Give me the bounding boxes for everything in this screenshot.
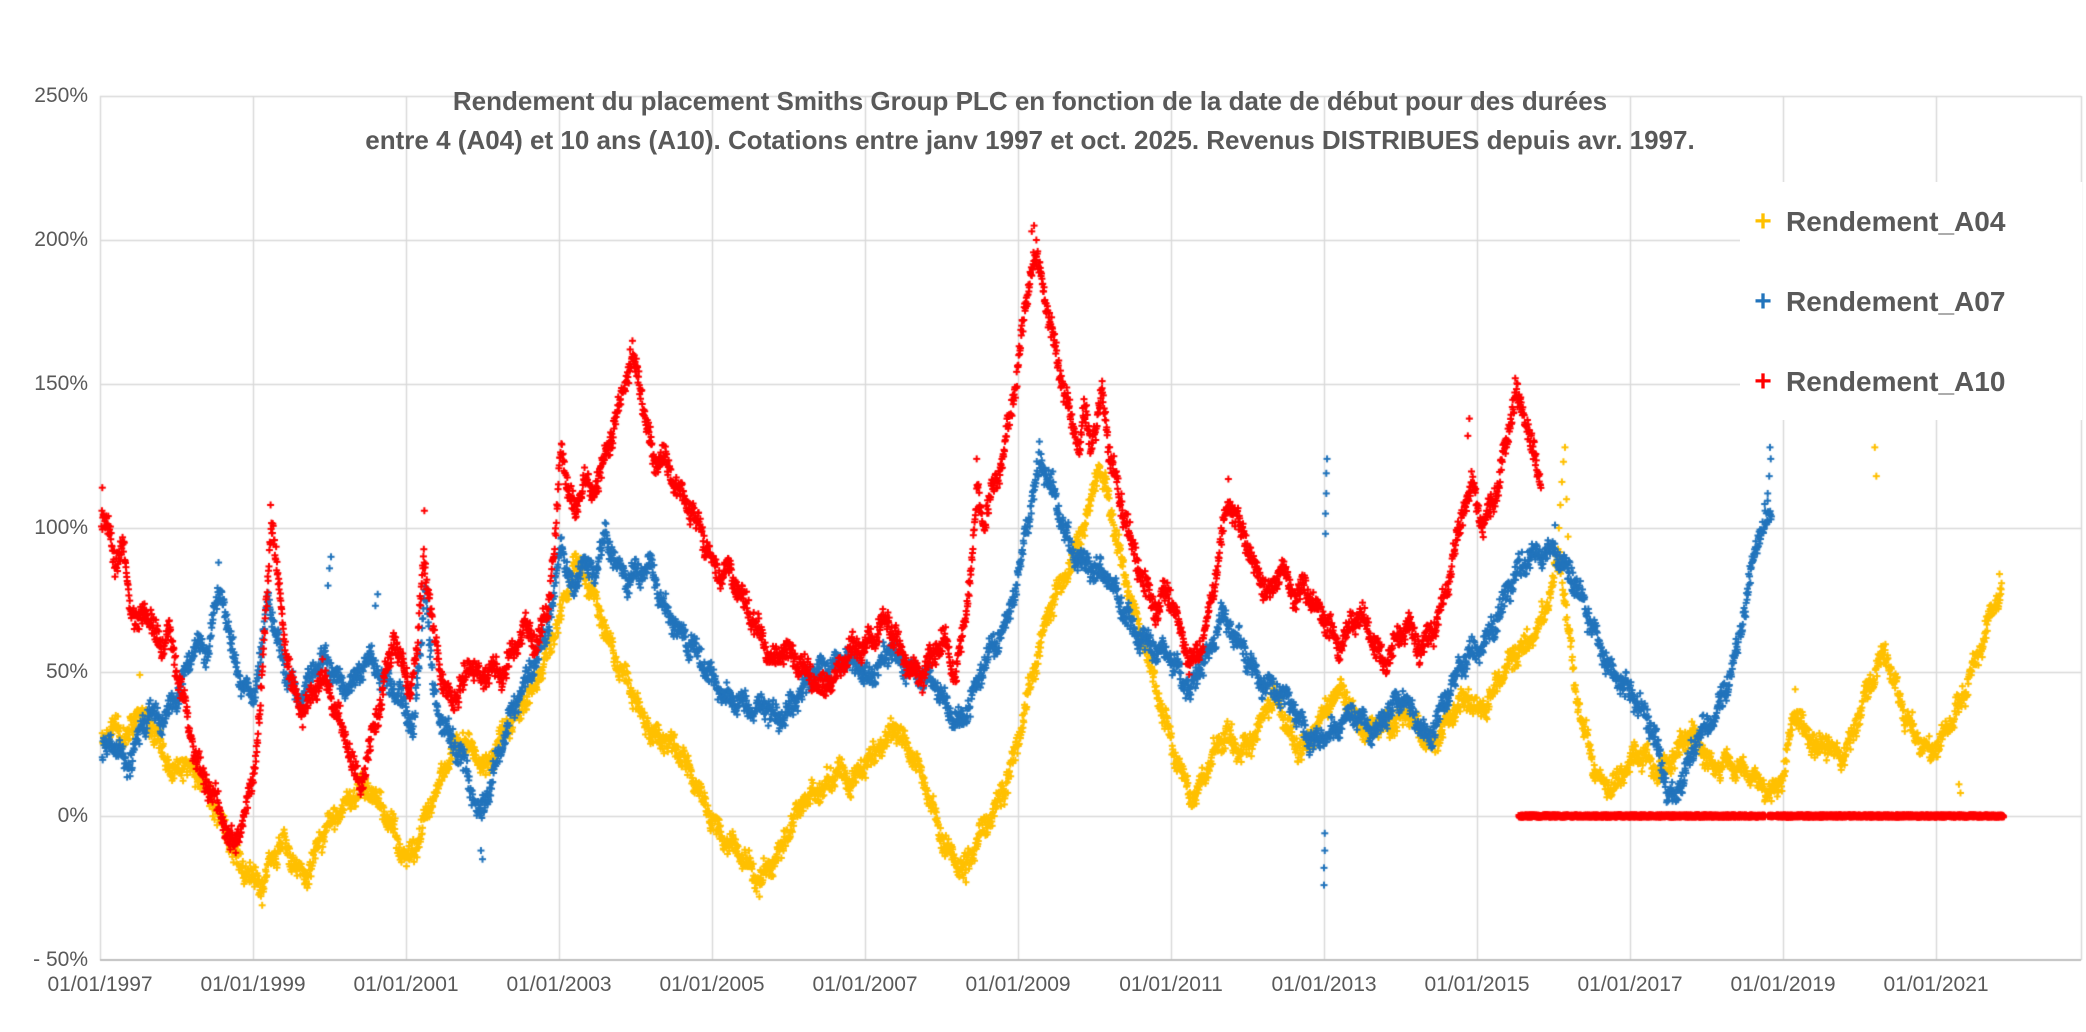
x-axis-label: 01/01/1999 — [200, 973, 306, 996]
y-axis-label: 150% — [34, 372, 88, 395]
y-axis-label: - 50% — [33, 948, 88, 971]
legend-item-a10[interactable]: + Rendement_A10 — [1740, 362, 2082, 402]
y-axis-label: 200% — [34, 228, 88, 251]
y-axis-label: 100% — [34, 516, 88, 539]
x-axis-label: 01/01/2001 — [353, 973, 459, 996]
legend-label: Rendement_A04 — [1786, 206, 2006, 237]
x-axis-label: 01/01/2005 — [659, 973, 765, 996]
x-axis-label: 01/01/2013 — [1271, 973, 1377, 996]
x-axis-label: 01/01/2015 — [1424, 973, 1530, 996]
legend-label: Rendement_A07 — [1786, 286, 2006, 317]
plus-marker-icon: + — [1754, 285, 1772, 318]
legend-label: Rendement_A10 — [1786, 366, 2006, 397]
x-axis-label: 01/01/2017 — [1577, 973, 1683, 996]
x-axis-label: 01/01/2003 — [506, 973, 612, 996]
legend-item-a04[interactable]: + Rendement_A04 — [1740, 202, 2082, 242]
plus-marker-icon: + — [1754, 205, 1772, 238]
x-axis-label: 01/01/2021 — [1883, 973, 1989, 996]
y-axis-label: 250% — [34, 84, 88, 107]
x-axis-label: 01/01/2019 — [1730, 973, 1836, 996]
x-axis-label: 01/01/2011 — [1119, 973, 1223, 996]
plus-marker-icon: + — [1754, 365, 1772, 398]
chart-title: Rendement du placement Smiths Group PLC … — [300, 82, 1760, 160]
x-axis-label: 01/01/2007 — [812, 973, 918, 996]
chart-title-line2: entre 4 (A04) et 10 ans (A10). Cotations… — [365, 125, 1695, 155]
y-axis-label: 50% — [45, 660, 88, 683]
legend-item-a07[interactable]: + Rendement_A07 — [1740, 282, 2082, 322]
chart-title-line1: Rendement du placement Smiths Group PLC … — [452, 86, 1608, 116]
x-axis-label: 01/01/1997 — [47, 973, 153, 996]
x-axis-label: 01/01/2009 — [965, 973, 1071, 996]
chart-legend: + Rendement_A04 + Rendement_A07 + Rendem… — [1740, 182, 2082, 420]
y-axis-label: 0% — [57, 804, 88, 827]
